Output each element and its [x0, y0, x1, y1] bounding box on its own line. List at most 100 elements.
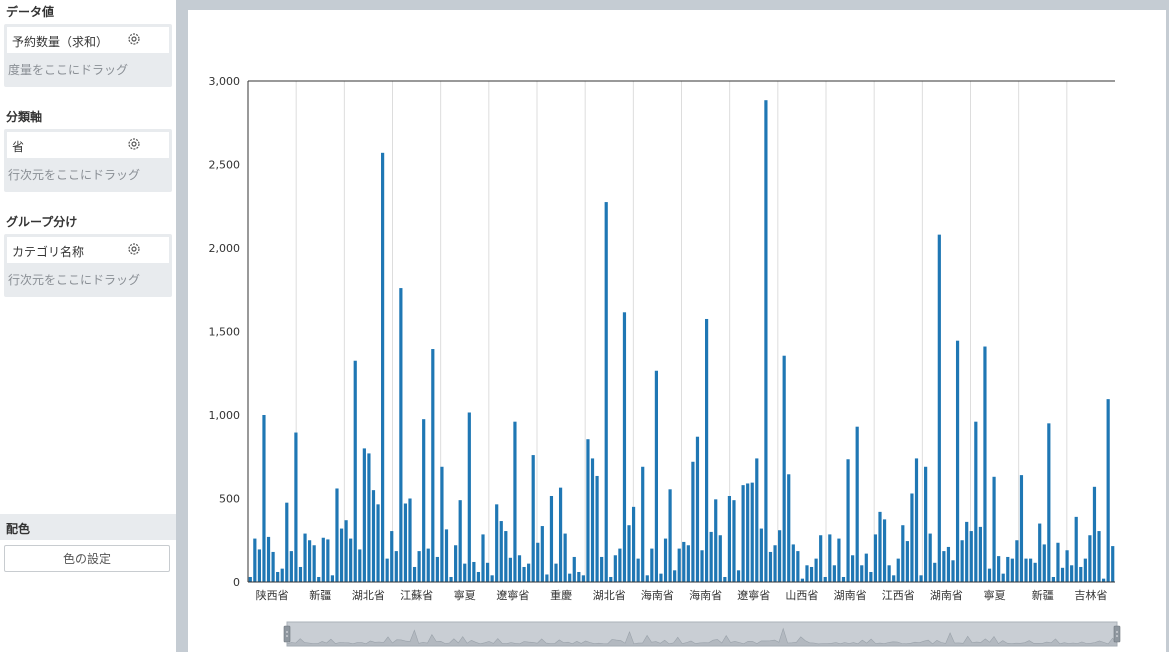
bar [641, 466, 645, 582]
zoom-handle-left[interactable] [283, 625, 291, 643]
bar [700, 550, 704, 582]
grouping-title: グループ分け [6, 215, 78, 229]
bar [823, 576, 827, 582]
color-settings-button[interactable]: 色の設定 [4, 545, 170, 572]
bar [1051, 576, 1055, 582]
bar [349, 538, 353, 582]
bar [855, 426, 859, 582]
bar [1083, 558, 1087, 582]
y-tick-label: 2,000 [209, 242, 241, 255]
y-tick-label: 0 [233, 576, 240, 589]
bar [517, 555, 522, 582]
gear-icon[interactable] [127, 137, 141, 151]
bar [321, 537, 325, 582]
bar [554, 563, 558, 582]
bar [846, 459, 850, 582]
bar [965, 521, 969, 582]
bar [527, 563, 531, 582]
bar [257, 549, 262, 582]
bar [358, 549, 362, 582]
bar [901, 525, 905, 582]
bar [495, 504, 499, 582]
bar [303, 533, 307, 582]
bar [253, 538, 257, 582]
x-tick-label: 湖北省 [352, 589, 385, 602]
bar [910, 493, 914, 582]
bar [878, 511, 882, 582]
bar [540, 526, 544, 582]
bar [1056, 542, 1060, 582]
bar [654, 370, 658, 582]
bar [631, 506, 636, 582]
data-value-field-pill[interactable]: 予約数量（求和） [7, 27, 169, 53]
bar [335, 488, 339, 582]
bar [873, 534, 878, 582]
gear-icon[interactable] [127, 32, 141, 46]
category-axis-field-pill[interactable]: 省 [7, 132, 169, 158]
bar [636, 558, 640, 582]
bar [787, 474, 791, 582]
bar [1006, 556, 1010, 582]
bar [1019, 475, 1024, 582]
bar [969, 531, 973, 582]
bar [604, 202, 608, 582]
grouping-field-label: カテゴリ名称 [12, 245, 85, 259]
bar [892, 575, 896, 582]
bar [549, 495, 554, 582]
x-tick-label: 湖南省 [930, 589, 963, 602]
data-value-title: データ値 [6, 5, 55, 19]
bar [285, 502, 289, 582]
grouping-field-pill[interactable]: カテゴリ名称 [7, 237, 169, 263]
bar [974, 421, 978, 582]
bar [933, 562, 937, 582]
gear-icon[interactable] [127, 242, 141, 256]
bar [987, 568, 992, 582]
bar [1028, 558, 1033, 582]
bar [1092, 486, 1097, 582]
bar [924, 466, 928, 582]
x-tick-label: 海南省 [641, 588, 674, 602]
bar [403, 503, 408, 582]
bar [371, 490, 376, 582]
bar [294, 432, 298, 582]
bar [472, 561, 476, 582]
bar [467, 412, 471, 582]
bar [481, 534, 485, 582]
bar [586, 439, 590, 582]
bar [1111, 546, 1115, 582]
bar [837, 538, 841, 582]
x-tick-label: 江蘇省 [400, 589, 433, 602]
bar [805, 565, 809, 582]
bar [960, 540, 964, 582]
bar [755, 458, 759, 582]
bar [385, 558, 389, 582]
bar [262, 415, 266, 582]
data-value-well[interactable]: 予約数量（求和） 度量をここにドラッグ [4, 24, 172, 87]
bar [609, 576, 613, 582]
bar [545, 574, 549, 582]
x-tick-label: 湖南省 [834, 589, 867, 602]
bar [581, 575, 585, 582]
bar [390, 531, 394, 582]
category-axis-well[interactable]: 省 行次元をここにドラッグ [4, 129, 172, 192]
bar-chart: 0 500 1,000 1,500 2,000 2,500 3,000 陕西省 新疆 湖北省 江蘇省… [209, 75, 1121, 647]
bar [248, 576, 252, 582]
bar [444, 529, 449, 582]
bar [686, 545, 690, 582]
bar [677, 548, 681, 582]
category-axis-drop-hint: 行次元をここにドラッグ [8, 168, 141, 182]
bar [791, 544, 795, 582]
grouping-well[interactable]: カテゴリ名称 行次元をここにドラッグ [4, 234, 172, 297]
y-tick-label: 1,000 [209, 409, 241, 422]
bar [695, 436, 700, 582]
bar [577, 571, 581, 582]
bar [673, 570, 677, 582]
bar [399, 288, 403, 582]
x-tick-label: 新疆 [309, 588, 331, 602]
bar [499, 521, 503, 582]
bar [381, 152, 385, 582]
bar [454, 545, 458, 582]
zoom-handle-right[interactable] [1113, 625, 1121, 643]
bar [367, 453, 371, 582]
bar [732, 500, 736, 582]
